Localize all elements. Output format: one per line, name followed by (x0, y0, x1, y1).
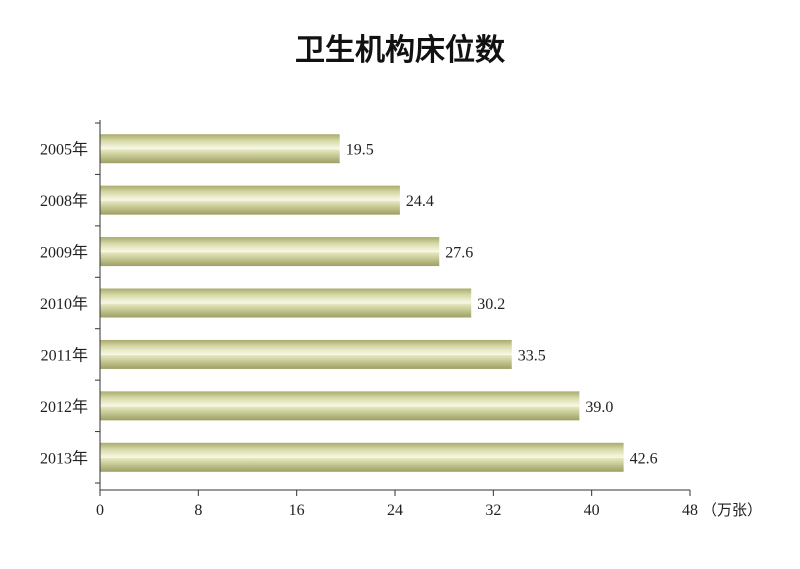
x-unit-label: （万张） (702, 501, 762, 519)
value-label-3: 30.2 (477, 296, 505, 313)
value-label-0: 19.5 (346, 142, 374, 159)
category-label-1: 2008年 (40, 192, 88, 210)
value-label-5: 39.0 (585, 399, 613, 416)
value-label-1: 24.4 (406, 193, 434, 210)
category-label-6: 2013年 (40, 449, 88, 467)
category-label-3: 2010年 (40, 295, 88, 313)
x-tick-label-1: 8 (194, 502, 202, 519)
value-label-6: 42.6 (630, 450, 658, 467)
chart-title: 卫生机构床位数 (295, 33, 506, 68)
x-tick-label-3: 24 (387, 502, 403, 519)
value-label-4: 33.5 (518, 347, 546, 364)
category-label-0: 2005年 (40, 141, 88, 159)
x-tick-label-0: 0 (96, 502, 104, 519)
x-tick-label-2: 16 (289, 502, 305, 519)
category-label-5: 2012年 (40, 398, 88, 416)
category-label-2: 2009年 (40, 244, 88, 262)
bars-group: 2005年 19.5 2008年 24.4 2009年 27.6 2010年 30.2 2011… (40, 134, 658, 472)
x-tick-label-6: 48 (682, 502, 698, 519)
x-tick-label-4: 32 (485, 502, 501, 519)
value-label-2: 27.6 (445, 245, 473, 262)
axes-group: 0 8 16 24 32 40 48 （万张） (95, 120, 762, 519)
category-label-4: 2011年 (41, 346, 88, 364)
x-tick-label-5: 40 (584, 502, 600, 519)
